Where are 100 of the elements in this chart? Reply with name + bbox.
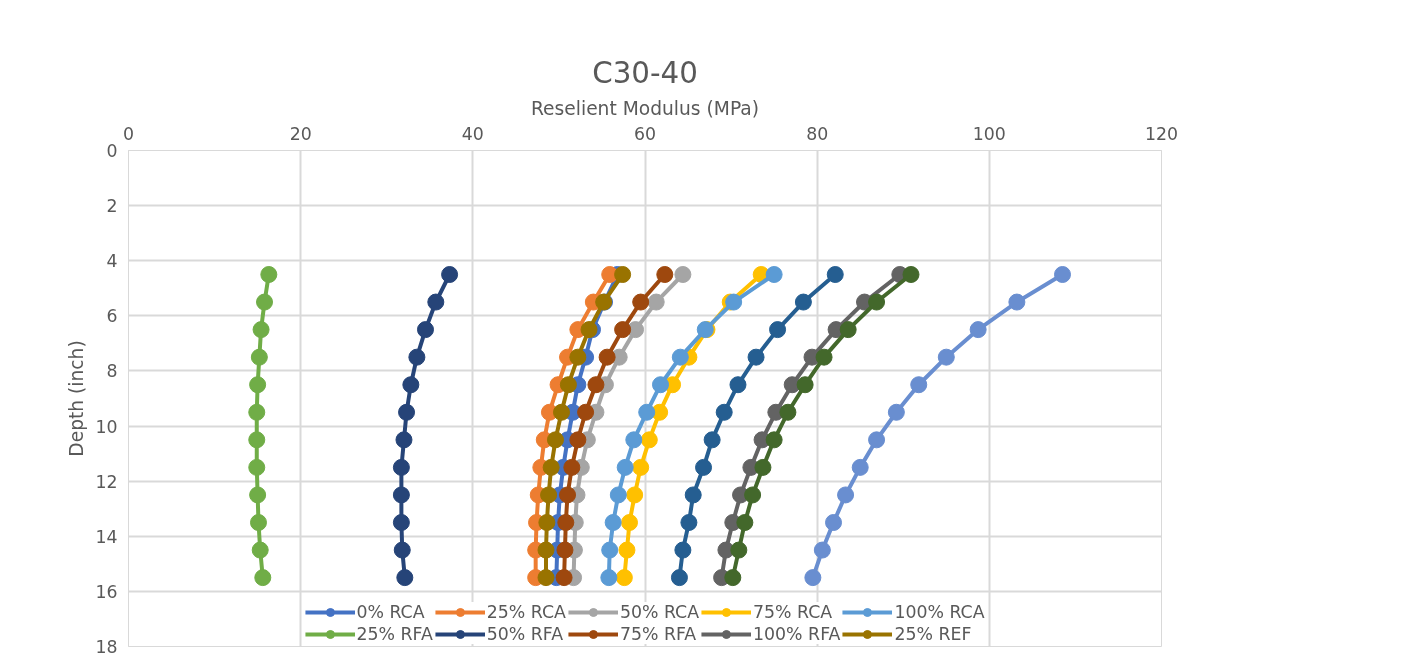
point — [537, 569, 555, 587]
point — [616, 458, 634, 476]
point — [730, 541, 748, 559]
point — [779, 403, 797, 421]
y-tick-label: 0 — [106, 141, 118, 161]
point — [569, 348, 587, 366]
point — [626, 486, 644, 504]
x-tick-label: 100 — [972, 123, 1006, 144]
point — [724, 569, 742, 587]
y-axis-title: Depth (inch) — [66, 340, 88, 457]
point — [839, 321, 857, 339]
point — [656, 266, 674, 283]
point — [249, 486, 267, 504]
point — [969, 321, 987, 339]
point — [887, 403, 905, 421]
point — [249, 376, 267, 394]
legend-label: 75% RFA — [619, 624, 697, 644]
point — [395, 431, 413, 449]
point — [614, 266, 632, 283]
point — [769, 321, 787, 339]
legend-label: 0% RCA — [356, 602, 425, 622]
legend-label: 25% RFA — [356, 624, 433, 644]
legend-label: 100% RCA — [894, 602, 985, 622]
point — [392, 458, 410, 476]
point — [577, 403, 595, 421]
point — [250, 348, 268, 366]
point — [868, 293, 886, 311]
point — [910, 376, 928, 394]
point — [638, 403, 656, 421]
point — [618, 541, 636, 559]
y-tick-label: 18 — [95, 637, 118, 657]
point — [555, 569, 573, 587]
point — [398, 403, 416, 421]
point — [609, 486, 627, 504]
y-tick-label: 14 — [95, 526, 118, 547]
legend-label: 50% RCA — [619, 602, 700, 622]
y-tick-label: 4 — [106, 251, 118, 272]
point — [813, 541, 831, 559]
point — [902, 266, 920, 283]
point — [416, 321, 434, 339]
point — [715, 403, 733, 421]
point — [393, 541, 411, 559]
legend-label: 25% RCA — [486, 602, 566, 622]
point — [254, 569, 272, 587]
point — [260, 266, 278, 283]
point — [392, 514, 410, 531]
point — [671, 348, 689, 366]
point — [248, 431, 266, 449]
point — [559, 486, 577, 504]
point — [680, 514, 698, 531]
x-axis-title: Reselient Modulus (MPa) — [530, 97, 760, 119]
point — [542, 458, 560, 476]
point — [674, 266, 692, 283]
point — [538, 514, 556, 531]
x-tick-label: 0 — [122, 123, 135, 144]
point — [441, 266, 459, 283]
x-tick-label: 120 — [1144, 123, 1179, 144]
point — [796, 376, 814, 394]
point — [249, 514, 267, 531]
point — [540, 486, 558, 504]
point — [553, 403, 570, 421]
point — [736, 514, 754, 531]
point — [256, 293, 274, 311]
point — [587, 376, 605, 394]
point — [248, 458, 266, 476]
point — [563, 458, 581, 476]
point — [614, 321, 632, 339]
point — [794, 293, 812, 311]
point — [252, 321, 270, 339]
point — [937, 348, 955, 366]
x-tick-label: 20 — [289, 123, 312, 144]
point — [684, 486, 702, 504]
point — [837, 486, 855, 504]
point — [703, 431, 721, 449]
x-tick-label: 60 — [633, 123, 657, 144]
point — [729, 376, 747, 394]
point — [625, 431, 643, 449]
point — [670, 569, 688, 587]
point — [600, 569, 618, 587]
chart-title: C30-40 — [592, 55, 698, 90]
legend-label: 50% RFA — [486, 624, 564, 644]
point — [615, 569, 633, 587]
point — [747, 348, 765, 366]
point — [621, 514, 639, 531]
point — [815, 348, 833, 366]
point — [537, 541, 555, 559]
point — [402, 376, 420, 394]
x-tick-label: 80 — [806, 123, 829, 144]
point — [248, 403, 266, 421]
point — [408, 348, 426, 366]
point — [546, 431, 564, 449]
point — [632, 458, 650, 476]
point — [427, 293, 445, 311]
point — [825, 514, 843, 531]
y-tick-label: 8 — [106, 361, 118, 382]
point — [754, 458, 772, 476]
y-tick-label: 6 — [106, 306, 118, 327]
point — [559, 376, 577, 394]
point — [1008, 293, 1026, 311]
point — [647, 293, 665, 311]
